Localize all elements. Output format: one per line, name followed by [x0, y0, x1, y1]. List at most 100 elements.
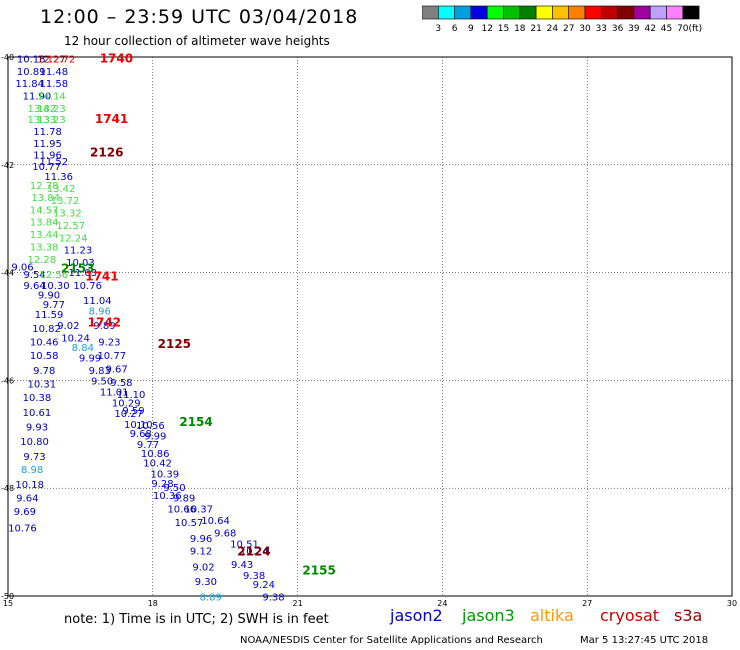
- wave-height-label: 10.82: [32, 324, 61, 335]
- wave-height-label: 10.03: [66, 258, 95, 269]
- wave-height-label: 9.67: [105, 364, 127, 375]
- wave-height-label: 9.38: [243, 571, 265, 582]
- wave-height-label: 13.38: [30, 243, 59, 254]
- wave-height-label: 9.96: [190, 534, 212, 545]
- wave-height-label: 10.64: [201, 516, 230, 527]
- colorbar-tick-label: 33: [596, 24, 607, 34]
- wave-height-label: 13.84: [30, 218, 59, 229]
- wave-height-label: 12.56: [40, 270, 69, 281]
- wave-height-label: 9.77: [43, 300, 65, 311]
- wave-height-label: 14.14: [37, 92, 66, 103]
- wave-height-label: 9.73: [23, 452, 45, 463]
- wave-height-label: 10.24: [240, 546, 269, 557]
- wave-height-label: 9.89: [173, 494, 195, 505]
- colorbar-tick-label: 3: [435, 24, 441, 34]
- wave-height-label: 9.64: [16, 494, 38, 505]
- wave-height-label: 9.24: [253, 580, 275, 591]
- wave-height-label: 10.19: [271, 605, 300, 606]
- pass-time-label: 1740: [100, 51, 133, 65]
- colorbar-tick-label: 21: [530, 24, 541, 34]
- wave-height-label: 11.48: [40, 67, 69, 78]
- colorbar-tick-label: 36: [612, 24, 624, 34]
- x-tick-label: 27: [582, 599, 592, 606]
- wave-height-label: 10.37: [184, 504, 213, 515]
- colorbar-tick-label: 39: [628, 24, 640, 34]
- wave-height-label: 9.12: [190, 546, 212, 557]
- wave-height-label: 8.84: [72, 343, 94, 354]
- wave-height-label: 10.57: [175, 518, 204, 529]
- wave-height-label: 10.56: [136, 421, 165, 432]
- x-tick-label: 30: [727, 599, 737, 606]
- y-tick-label: -44: [1, 269, 14, 278]
- colorbar-tick-label: 12: [481, 24, 492, 34]
- colorbar-unit: (ft): [689, 24, 703, 34]
- wave-height-label: 9.99: [144, 432, 166, 443]
- wave-height-label: 11.01: [100, 387, 129, 398]
- wave-height-label: 13.23: [37, 115, 66, 126]
- altimeter-map: 15 18 21 24 27 30-40-42-44-46-48-5010.1812.27…: [1, 51, 737, 606]
- wave-height-label: 8.98: [21, 465, 43, 476]
- wave-height-label: 9.69: [14, 507, 36, 518]
- pass-time-label: 1741: [95, 112, 128, 126]
- wave-height-label: 13.33: [27, 115, 56, 126]
- wave-height-label: 10.29: [112, 398, 141, 409]
- wave-height-label: 12.57: [56, 221, 85, 232]
- satellite-jason3: jason3: [462, 606, 515, 625]
- wave-height-label: 10.36: [153, 491, 182, 502]
- colorbar-tick-label: 6: [452, 24, 458, 34]
- wave-height-label: 9.78: [33, 366, 55, 377]
- wave-height-label: 9.90: [38, 290, 60, 301]
- wave-height-label: 11.58: [40, 79, 69, 90]
- wave-height-label: 10.18: [17, 54, 46, 65]
- wave-height-label: 10.39: [151, 469, 180, 480]
- wave-height-label: 10.58: [30, 351, 59, 362]
- pass-time-label: 2154: [179, 415, 212, 429]
- y-tick-label: -48: [1, 484, 14, 493]
- wave-height-label: 11.03: [68, 268, 97, 279]
- wave-height-label: 9.28: [151, 479, 173, 490]
- pass-time-label: 2125: [158, 337, 191, 351]
- satellite-altika: altika: [530, 606, 574, 625]
- x-tick-label: 18: [148, 599, 158, 606]
- plot-frame: [7, 56, 733, 597]
- satellite-jason2: jason2: [390, 606, 443, 625]
- wave-height-label: 9.50: [163, 483, 185, 494]
- wave-height-label: 13.72: [51, 196, 80, 207]
- wave-height-label: 11.04: [83, 296, 112, 307]
- pass-time-label: 2126: [90, 146, 123, 160]
- wave-height-label: 9.89: [93, 321, 115, 332]
- wave-height-label: 10.80: [20, 437, 49, 448]
- pass-time-label: 1741: [85, 270, 118, 284]
- wave-height-label: 11.96: [33, 150, 62, 161]
- wave-height-label: 10.18: [15, 480, 44, 491]
- wave-height-label: 10.77: [32, 162, 61, 173]
- wave-height-label: 12.28: [27, 255, 56, 266]
- wave-height-label: 9.77: [137, 440, 159, 451]
- colorbar-tick-label: 27: [563, 24, 574, 34]
- wave-height-label: 14.23: [37, 104, 66, 115]
- wave-height-label: 13.44: [30, 230, 59, 241]
- colorbar-tick-label: 70: [677, 24, 689, 34]
- wave-height-label: 11.95: [33, 139, 62, 150]
- wave-height-label: 9.54: [23, 270, 45, 281]
- wave-height-colorbar: 3 6 9 12 15 18 21 24 27 30 33 36 39 42 45 70 (ft): [422, 5, 703, 34]
- wave-height-label: 11.23: [64, 246, 93, 257]
- generation-timestamp: Mar 5 13:27:45 UTC 2018: [580, 635, 709, 646]
- wave-height-label: 9.50: [91, 377, 113, 388]
- wave-height-label: 9.64: [23, 281, 45, 292]
- wave-height-label: 10.10: [124, 420, 153, 431]
- wave-height-label: 14.57: [30, 205, 59, 216]
- wave-height-label: 10.30: [41, 281, 70, 292]
- wave-height-label: 13.32: [53, 209, 82, 220]
- wave-height-label: 11.90: [23, 92, 52, 103]
- wave-height-label: 9.23: [98, 337, 120, 348]
- credit-line: NOAA/NESDIS Center for Satellite Applica…: [240, 635, 543, 646]
- wave-height-label: 10.38: [23, 393, 52, 404]
- wave-height-label: 11.78: [33, 127, 62, 138]
- chart-title: 12:00 – 23:59 UTC 03/04/2018: [40, 6, 359, 28]
- colorbar-tick-label: 45: [661, 24, 672, 34]
- wave-height-label: 13.82: [27, 104, 56, 115]
- colorbar-tick-label: 42: [644, 24, 655, 34]
- wave-height-label: 9.83: [89, 366, 111, 377]
- wave-height-label: 10.51: [230, 539, 259, 550]
